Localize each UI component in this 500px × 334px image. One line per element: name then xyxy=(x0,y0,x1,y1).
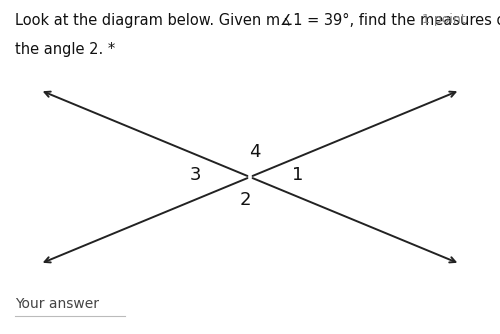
Text: 1: 1 xyxy=(292,166,303,184)
Text: Your answer: Your answer xyxy=(15,297,99,311)
Text: Look at the diagram below. Given m∡1 = 39°, find the measures of: Look at the diagram below. Given m∡1 = 3… xyxy=(15,13,500,28)
Text: 4: 4 xyxy=(249,143,261,161)
Text: 2: 2 xyxy=(240,191,251,209)
Text: the angle 2. *: the angle 2. * xyxy=(15,42,115,57)
Text: 3: 3 xyxy=(189,166,200,184)
Text: 1 point: 1 point xyxy=(422,13,466,26)
